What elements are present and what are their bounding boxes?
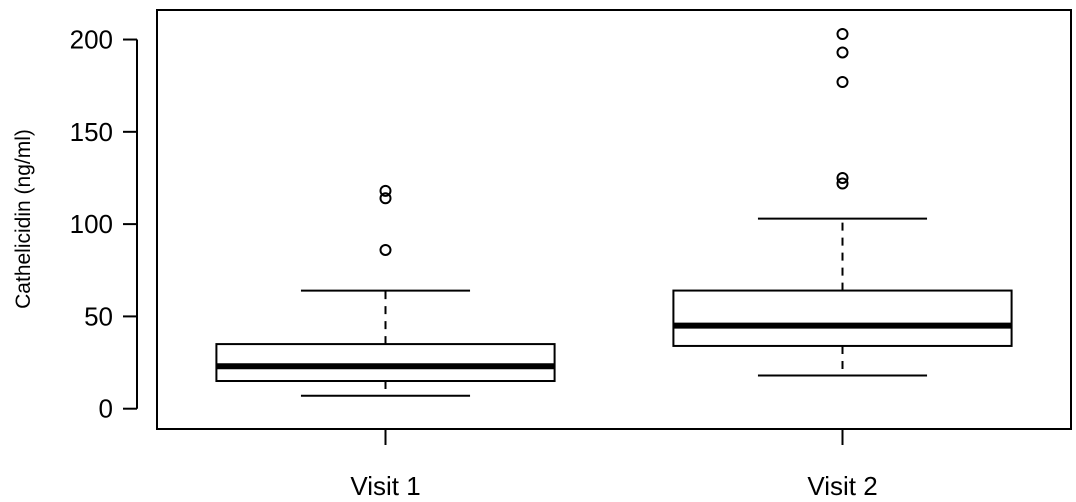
y-tick-label: 50 — [84, 301, 113, 331]
y-axis-label: Cathelicidin (ng/ml) — [12, 129, 35, 309]
outlier-point — [836, 177, 849, 190]
y-tick-label: 150 — [70, 117, 113, 147]
outlier-point — [836, 27, 849, 40]
y-axis: 0 50 100 150 200 — [70, 25, 138, 424]
x-tick-label: Visit 1 — [350, 471, 420, 501]
boxes-layer — [215, 27, 1013, 397]
box-body — [672, 289, 1013, 347]
outlier-point — [836, 171, 849, 184]
plot-frame — [156, 9, 1072, 430]
y-tick-label: 0 — [99, 394, 113, 424]
outlier-point — [379, 184, 392, 197]
outlier-point — [836, 75, 849, 88]
x-tick-label: Visit 2 — [807, 471, 877, 501]
outlier-point — [379, 243, 392, 256]
y-tick-label: 100 — [70, 209, 113, 239]
y-tick-label: 200 — [70, 25, 113, 55]
x-axis: Visit 1 Visit 2 — [350, 429, 878, 501]
box-1 — [215, 184, 556, 397]
box-body — [215, 343, 556, 383]
outlier-point — [836, 46, 849, 59]
box-2 — [672, 27, 1013, 377]
outlier-point — [379, 192, 392, 205]
